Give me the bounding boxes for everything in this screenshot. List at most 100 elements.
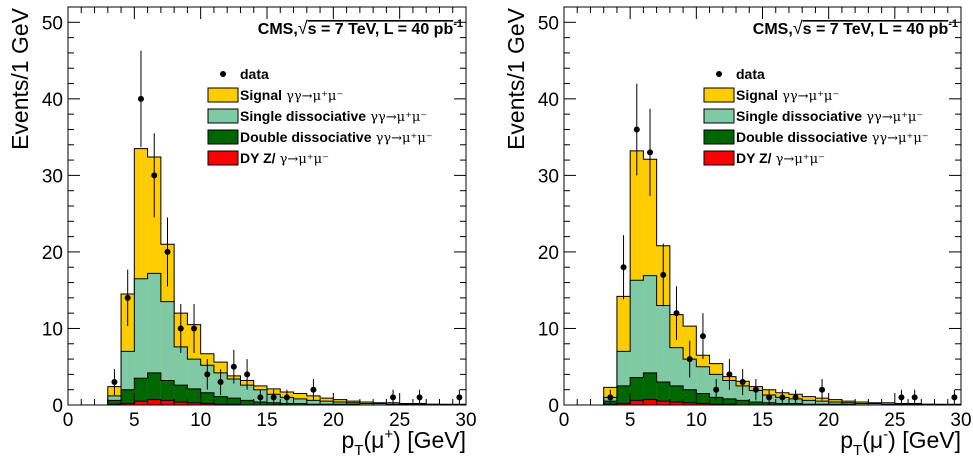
x-tick-label: 20 [323, 410, 344, 431]
data-point [792, 394, 799, 401]
histogram-bin-single [134, 278, 148, 405]
histogram-bin-double [669, 385, 684, 405]
histogram-bin-double [696, 393, 710, 405]
cms-annotation: CMS,√s = 7 TeV, L = 40 pb-1 [753, 18, 958, 38]
data-point [779, 394, 786, 401]
histogram-bin-dy [616, 403, 631, 405]
histogram-bin-single [160, 301, 175, 405]
histogram-bin-dy [630, 400, 644, 405]
histogram-bin-double [240, 400, 254, 405]
data-point [270, 394, 277, 401]
histogram-bin-single [630, 280, 644, 405]
legend-label: DY Z/ γ→μ⁺μ⁻ [240, 150, 329, 167]
y-axis-title: Events/1 GeV [7, 7, 33, 150]
x-tick-label: 20 [818, 410, 839, 431]
legend-swatch [703, 87, 735, 103]
data-point [607, 394, 614, 401]
legend-swatch [207, 150, 239, 166]
y-axis-title: Events/1 GeV [503, 7, 529, 150]
histogram-bin-single [656, 305, 670, 405]
x-axis-title: pT(μ-) [GeV] [840, 426, 961, 459]
histogram-bin-double [630, 377, 644, 405]
chart-panel-mu-minus: 0 5 10 15 20 25 30 0 10 20 30 40 50 Events/1 GeV pT(μ-… [503, 6, 972, 459]
y-tick-label: 40 [538, 90, 559, 111]
x-tick-label: 15 [752, 410, 773, 431]
histogram-bin-dy [643, 399, 657, 405]
histogram-bin-dy [669, 401, 684, 405]
data-point [416, 394, 423, 401]
y-tick-label: 30 [538, 166, 559, 187]
data-point [739, 379, 746, 386]
x-tick-label: 5 [129, 410, 140, 431]
histogram-bin-dy [174, 401, 188, 405]
y-tick-label: 40 [42, 90, 63, 111]
legend-item-data: data [716, 66, 765, 82]
data-point [726, 371, 733, 378]
x-axis: 0 5 10 15 20 25 30 [63, 7, 477, 431]
histogram-bin-double [227, 398, 241, 405]
data-point [766, 394, 773, 401]
data-point [951, 394, 958, 401]
x-tick-label: 15 [256, 410, 277, 431]
histogram-bin-double [643, 372, 657, 405]
legend-label: DY Z/ γ→μ⁺μ⁻ [736, 150, 825, 167]
data-point [633, 126, 640, 133]
histogram-bin-single [320, 401, 334, 405]
data-point [177, 325, 184, 332]
histogram-bin-dy [683, 402, 697, 405]
x-axis: 0 5 10 15 20 25 30 [559, 7, 972, 431]
histogram-layer-single [603, 275, 961, 406]
legend-item-single: Single dissociative γγ→μ⁺μ⁻ [703, 108, 923, 125]
histogram-bin-double [722, 398, 737, 405]
x-axis-title: pT(μ+) [GeV] [341, 426, 466, 459]
histogram-bin-dy [134, 401, 148, 405]
data-point [217, 379, 224, 386]
x-tick-label: 25 [884, 410, 905, 431]
x-tick-label: 0 [559, 410, 570, 431]
data-point [111, 379, 118, 386]
legend-label: Single dissociative γγ→μ⁺μ⁻ [736, 108, 923, 125]
y-tick-label: 10 [42, 319, 63, 340]
data-point [699, 333, 706, 340]
histogram-bin-dy [656, 401, 670, 405]
legend-swatch [207, 87, 239, 103]
legend-label: Signal γγ→μ⁺μ⁻ [240, 87, 343, 104]
data-point [151, 172, 158, 179]
histogram-bin-single [293, 398, 307, 405]
data-point [191, 325, 198, 332]
y-tick-label: 20 [538, 243, 559, 264]
histogram-layer-double [603, 372, 961, 406]
legend-swatch [703, 108, 735, 124]
y-tick-label: 50 [42, 13, 63, 34]
legend-swatch [703, 129, 735, 145]
y-axis: 0 10 20 30 40 50 [538, 6, 961, 417]
histogram-outline-single [603, 275, 961, 406]
legend-swatch [207, 129, 239, 145]
histogram-bin-double [683, 389, 697, 405]
histogram-bin-double [200, 392, 214, 405]
histogram-bin-single [306, 400, 321, 405]
histogram-bin-dy [200, 403, 214, 405]
histogram-bin-double [213, 396, 228, 405]
histogram-bin-single [855, 403, 869, 405]
legend-item-dy: DY Z/ γ→μ⁺μ⁻ [207, 150, 329, 167]
legend-swatch [703, 150, 735, 166]
histogram-bin-double [187, 388, 201, 405]
legend-swatch [207, 108, 239, 124]
legend-label: data [240, 66, 269, 82]
legend-label: Single dissociative γγ→μ⁺μ⁻ [240, 108, 427, 125]
x-tick-label: 10 [190, 410, 211, 431]
data-point [456, 394, 463, 401]
y-axis: 0 10 20 30 40 50 [42, 6, 466, 417]
histogram-bin-single [802, 400, 816, 405]
data-point [752, 386, 759, 393]
histogram-bin-double [293, 403, 307, 405]
y-tick-label: 0 [548, 396, 559, 417]
data-point [244, 371, 251, 378]
y-tick-label: 10 [538, 319, 559, 340]
histogram-bin-dy [696, 403, 710, 405]
data-point [204, 371, 211, 378]
data-point [713, 386, 720, 393]
cms-annotation: CMS,√s = 7 TeV, L = 40 pb-1 [258, 18, 463, 38]
legend-item-data: data [220, 66, 269, 82]
